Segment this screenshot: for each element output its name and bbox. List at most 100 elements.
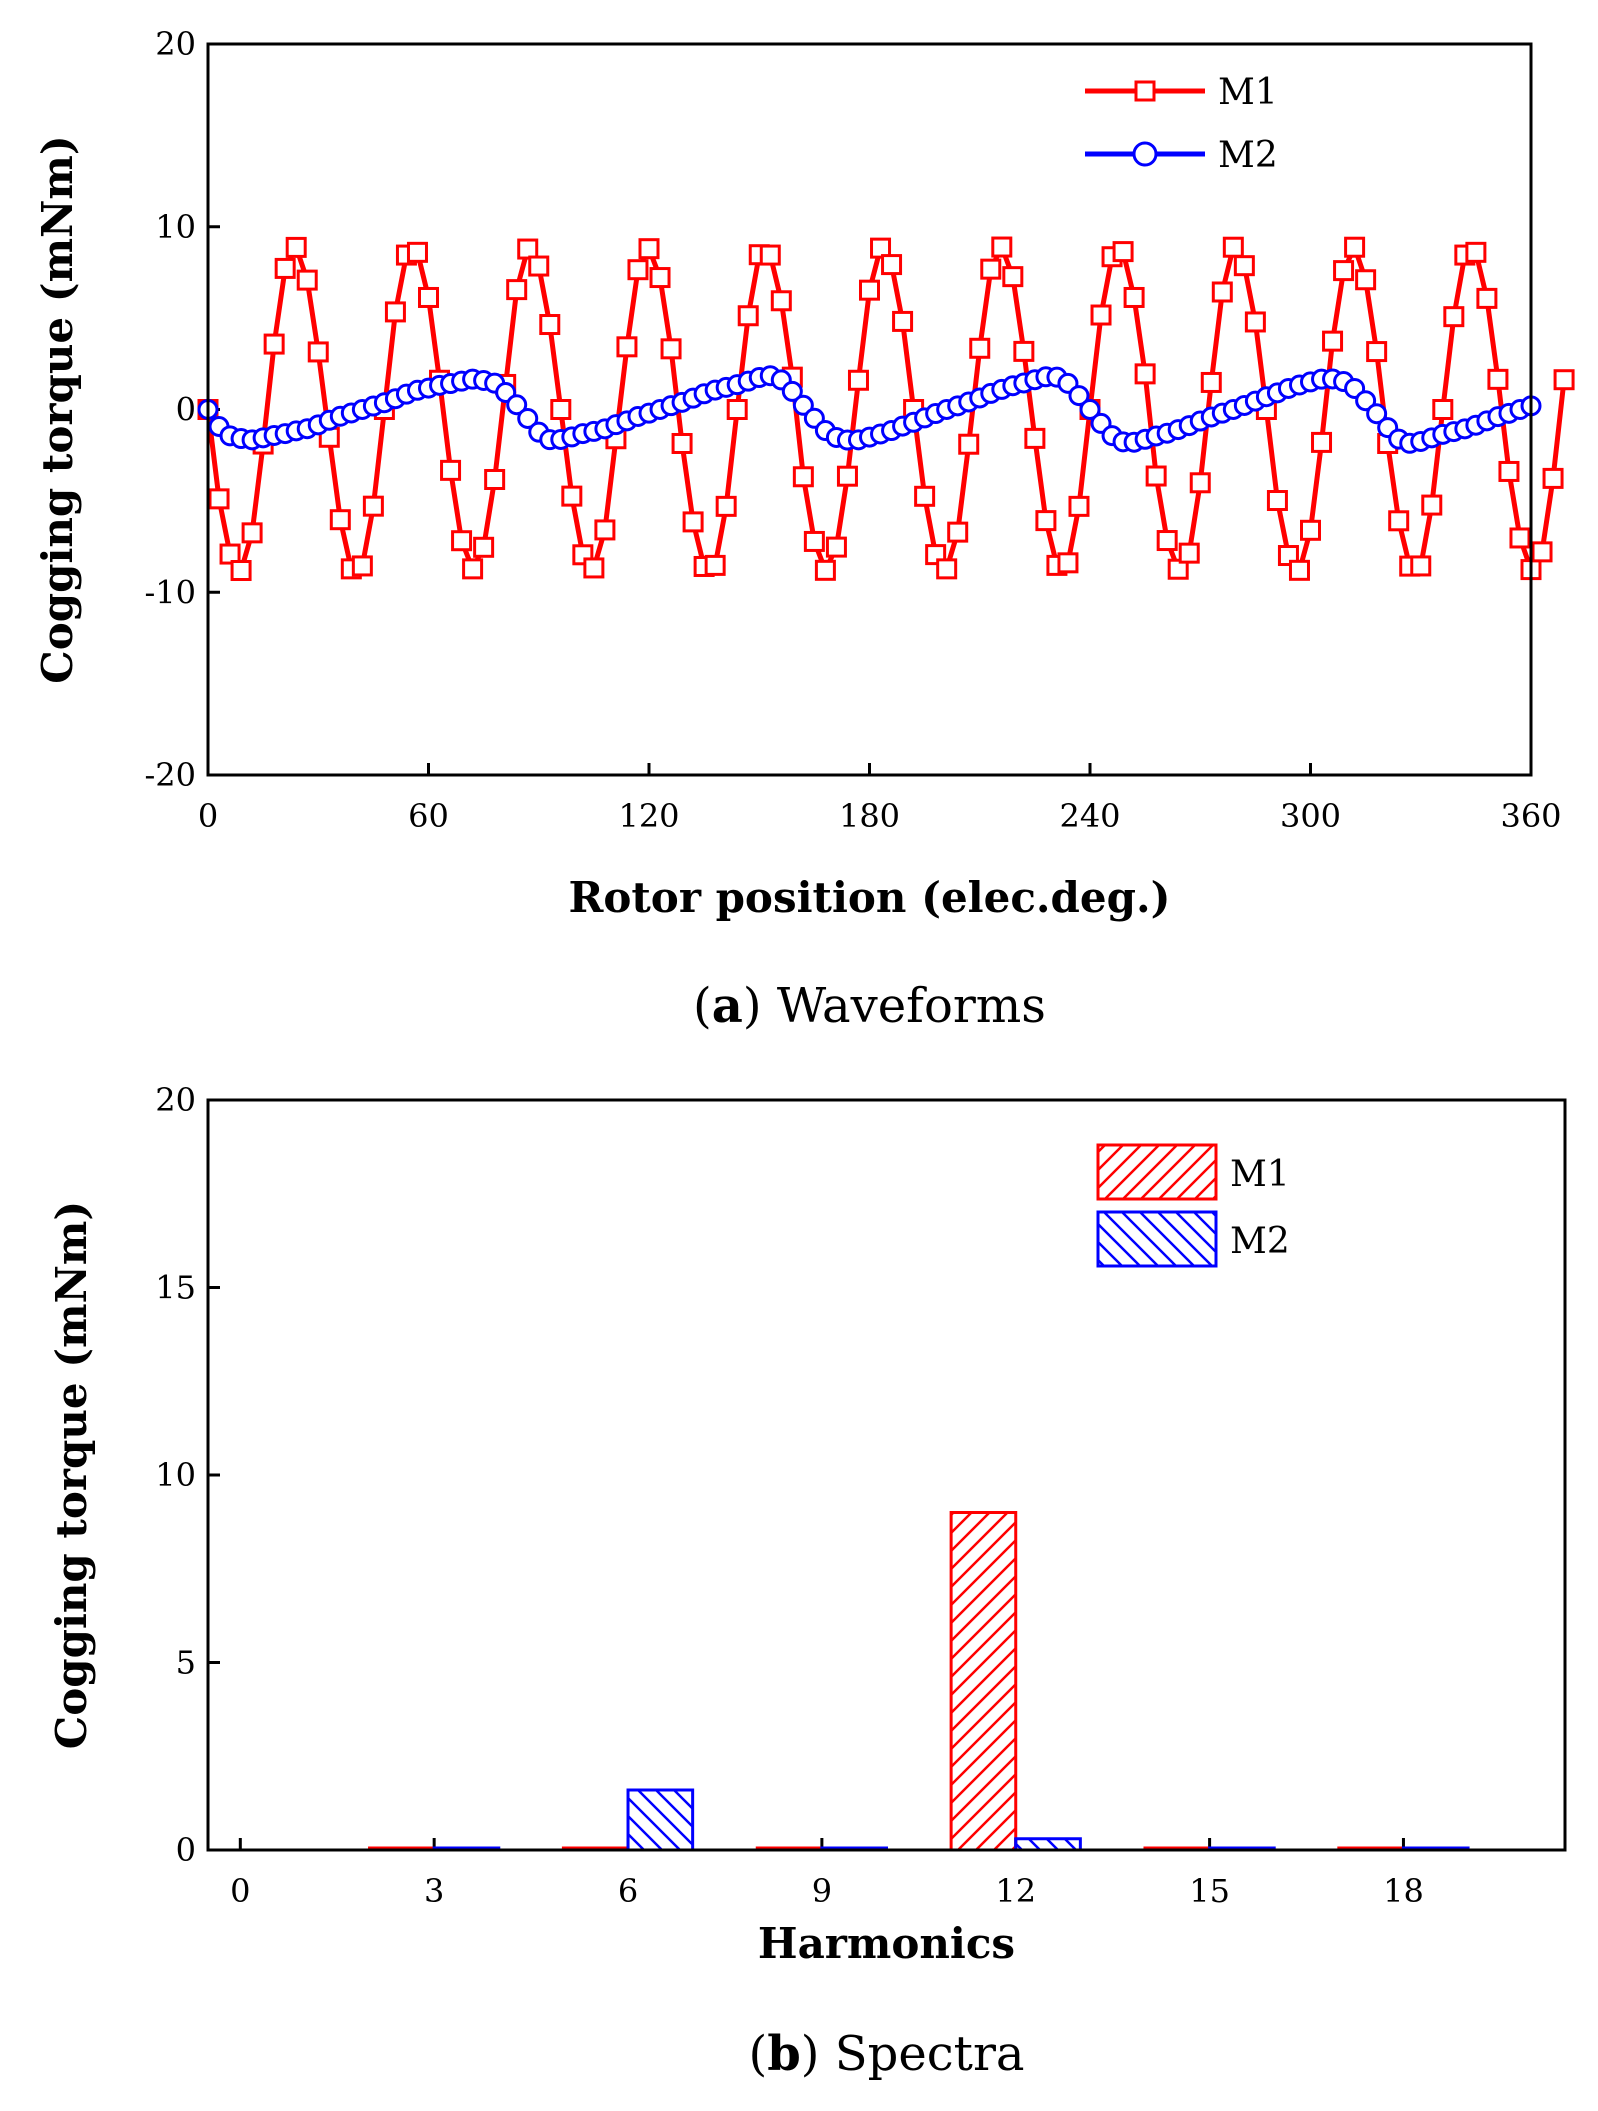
data-point-m1 — [958, 433, 980, 455]
data-point-m1 — [1145, 465, 1167, 487]
data-point-m1 — [847, 369, 869, 391]
data-point-m1 — [803, 530, 825, 552]
data-point-m1 — [881, 254, 903, 276]
legend-m1-marker — [1134, 80, 1156, 102]
data-point-m1 — [1300, 519, 1321, 541]
data-point-m1 — [1013, 340, 1035, 362]
data-point-m1 — [980, 258, 1002, 280]
waveforms-plot-frame — [206, 42, 1533, 777]
data-point-m1 — [362, 495, 384, 517]
data-point-m1 — [1167, 558, 1189, 580]
data-point-m2 — [781, 380, 803, 402]
x-tick-label: 6 — [618, 1872, 638, 1910]
data-point-m1 — [418, 286, 439, 308]
data-point-m1 — [1388, 510, 1410, 532]
data-point-m2 — [1355, 390, 1377, 412]
data-point-m1 — [440, 459, 462, 481]
data-point-m1 — [1211, 281, 1233, 303]
data-point-m1 — [517, 238, 539, 260]
data-point-m1 — [539, 314, 561, 336]
data-point-m2 — [517, 407, 539, 429]
y-tick-label: 15 — [155, 1269, 196, 1307]
data-point-m1 — [1542, 467, 1564, 489]
data-point-m1 — [561, 485, 583, 507]
data-point-m1 — [737, 305, 759, 327]
y-tick-label: 10 — [155, 208, 196, 246]
data-point-m1 — [892, 310, 914, 332]
data-point-m1 — [1222, 236, 1244, 258]
data-point-m1 — [649, 267, 671, 289]
data-point-m2 — [792, 394, 814, 416]
data-point-m1 — [1090, 304, 1112, 326]
data-point-m1 — [836, 465, 858, 487]
data-point-m1 — [583, 557, 605, 579]
data-point-m1 — [1002, 266, 1024, 288]
data-point-m1 — [616, 336, 638, 358]
data-point-m1 — [1178, 542, 1200, 564]
x-tick-label: 240 — [1059, 797, 1120, 835]
spectra-bars — [368, 1511, 1470, 1852]
data-point-m1 — [627, 259, 649, 281]
data-point-m1 — [638, 238, 660, 260]
bar-m1 — [949, 1511, 1018, 1852]
data-point-m1 — [1189, 472, 1211, 494]
data-point-m2 — [1366, 403, 1388, 425]
legend-m1-label: M1 — [1218, 72, 1278, 113]
data-point-m1 — [1035, 510, 1057, 532]
data-point-m1 — [936, 558, 958, 580]
data-point-m1 — [230, 560, 252, 582]
caption-letter-a: a — [712, 978, 743, 1034]
caption-letter-b: b — [767, 2026, 801, 2082]
data-point-m1 — [792, 466, 814, 488]
x-tick-label: 120 — [618, 797, 679, 835]
data-point-m1 — [660, 338, 682, 360]
data-point-m1 — [715, 495, 737, 517]
waveforms-legend: M1 M2 — [1085, 72, 1278, 176]
data-point-m1 — [219, 543, 241, 565]
data-point-m1 — [859, 279, 880, 301]
data-point-m1 — [406, 241, 428, 263]
data-point-m1 — [969, 337, 991, 359]
data-point-m2 — [1068, 385, 1090, 407]
data-point-m1 — [704, 554, 726, 576]
bar-m2 — [626, 1788, 695, 1852]
data-point-m1 — [814, 559, 836, 581]
waveforms-x-axis-title: Rotor position (elec.deg.) — [568, 873, 1170, 922]
y-tick-label: -10 — [144, 573, 196, 611]
data-point-m1 — [1322, 330, 1344, 352]
waveforms-chart: 0 60 120 180 240 300 360 -20 -10 0 10 20 Cogging to… — [33, 25, 1575, 1034]
data-point-m1 — [1421, 494, 1443, 516]
data-point-m1 — [208, 488, 230, 510]
data-point-m1 — [1266, 490, 1288, 512]
data-point-m1 — [671, 432, 693, 454]
data-point-m1 — [274, 257, 296, 279]
data-point-m1 — [825, 536, 847, 558]
data-point-m1 — [1410, 555, 1432, 577]
spectra-x-axis-title: Harmonics — [758, 1919, 1015, 1968]
spectra-y-axis-title: Cogging torque (mNm) — [47, 1201, 96, 1749]
data-point-m1 — [1465, 241, 1487, 263]
data-point-m1 — [1366, 341, 1388, 363]
x-tick-label: 300 — [1280, 797, 1341, 835]
bar-m2 — [1014, 1837, 1082, 1852]
data-point-m1 — [1123, 286, 1145, 308]
legend-m2-label: M2 — [1218, 135, 1278, 176]
data-point-m1 — [1311, 431, 1333, 453]
data-point-m1 — [770, 290, 792, 312]
data-point-m1 — [351, 555, 373, 577]
y-tick-label: 10 — [155, 1456, 196, 1494]
x-tick-label: 15 — [1189, 1872, 1230, 1910]
spectra-plot-frame — [206, 1098, 1567, 1852]
data-point-m1 — [1112, 241, 1134, 263]
data-point-m1 — [462, 558, 484, 580]
data-point-m1 — [594, 519, 616, 541]
data-point-m2 — [1079, 399, 1101, 420]
data-point-m1 — [241, 522, 263, 544]
y-tick-label: 20 — [155, 25, 196, 63]
x-tick-label: 60 — [408, 797, 449, 835]
data-point-m1 — [550, 399, 572, 420]
data-point-m1 — [1432, 399, 1454, 420]
y-tick-label: 0 — [176, 391, 196, 429]
